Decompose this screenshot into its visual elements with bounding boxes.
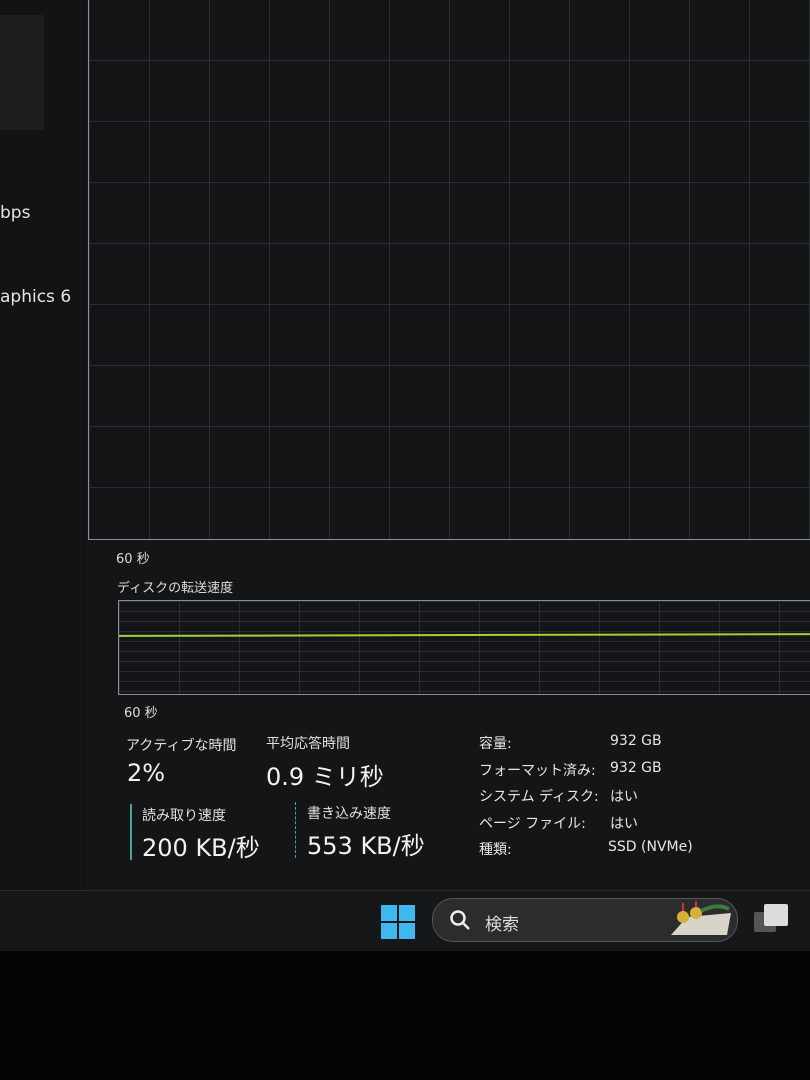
read-legend-line — [130, 804, 132, 860]
taskbar-search-box[interactable]: 検索 — [432, 898, 738, 942]
sidebar-item-network[interactable]: bps — [0, 203, 31, 223]
prop-key: 種類: — [479, 842, 512, 858]
start-button[interactable] — [381, 905, 415, 939]
search-icon — [450, 910, 470, 930]
read-speed-value: 200 KB/秒 — [142, 834, 260, 862]
prop-key: システム ディスク: — [479, 789, 599, 805]
prop-value: はい — [610, 789, 638, 805]
prop-value: 932 GB — [610, 733, 662, 749]
prop-key: フォーマット済み: — [479, 763, 596, 779]
graph-time-label: 60 秒 — [116, 552, 150, 567]
transfer-rate-graph — [118, 600, 810, 695]
prop-value: SSD (NVMe) — [608, 839, 693, 855]
write-legend-line — [295, 802, 296, 858]
transfer-time-label: 60 秒 — [124, 706, 158, 721]
prop-key: 容量: — [479, 736, 512, 752]
read-speed-label: 読み取り速度 — [142, 808, 226, 824]
sidebar-item-gpu[interactable]: aphics 6 — [0, 287, 72, 307]
sidebar-selected-item[interactable] — [0, 15, 44, 130]
task-view-button[interactable] — [754, 902, 790, 934]
write-speed-value: 553 KB/秒 — [307, 832, 425, 860]
write-speed-label: 書き込み速度 — [307, 806, 391, 822]
avg-response-label: 平均応答時間 — [266, 736, 350, 752]
avg-response-value: 0.9 ミリ秒 — [266, 763, 384, 791]
transfer-graph-title: ディスクの転送速度 — [117, 581, 234, 596]
search-highlight-icon — [671, 901, 731, 935]
sidebar: bps aphics 6 — [0, 0, 86, 890]
active-time-label: アクティブな時間 — [126, 738, 237, 754]
prop-value: はい — [610, 816, 638, 832]
active-time-value: 2% — [127, 759, 166, 787]
active-time-graph — [88, 0, 810, 540]
monitor-bezel — [0, 951, 810, 1080]
search-placeholder: 検索 — [485, 915, 519, 935]
prop-key: ページ ファイル: — [479, 816, 586, 832]
windows-logo-icon — [381, 905, 397, 921]
prop-value: 932 GB — [610, 760, 662, 776]
transfer-line — [118, 633, 810, 637]
